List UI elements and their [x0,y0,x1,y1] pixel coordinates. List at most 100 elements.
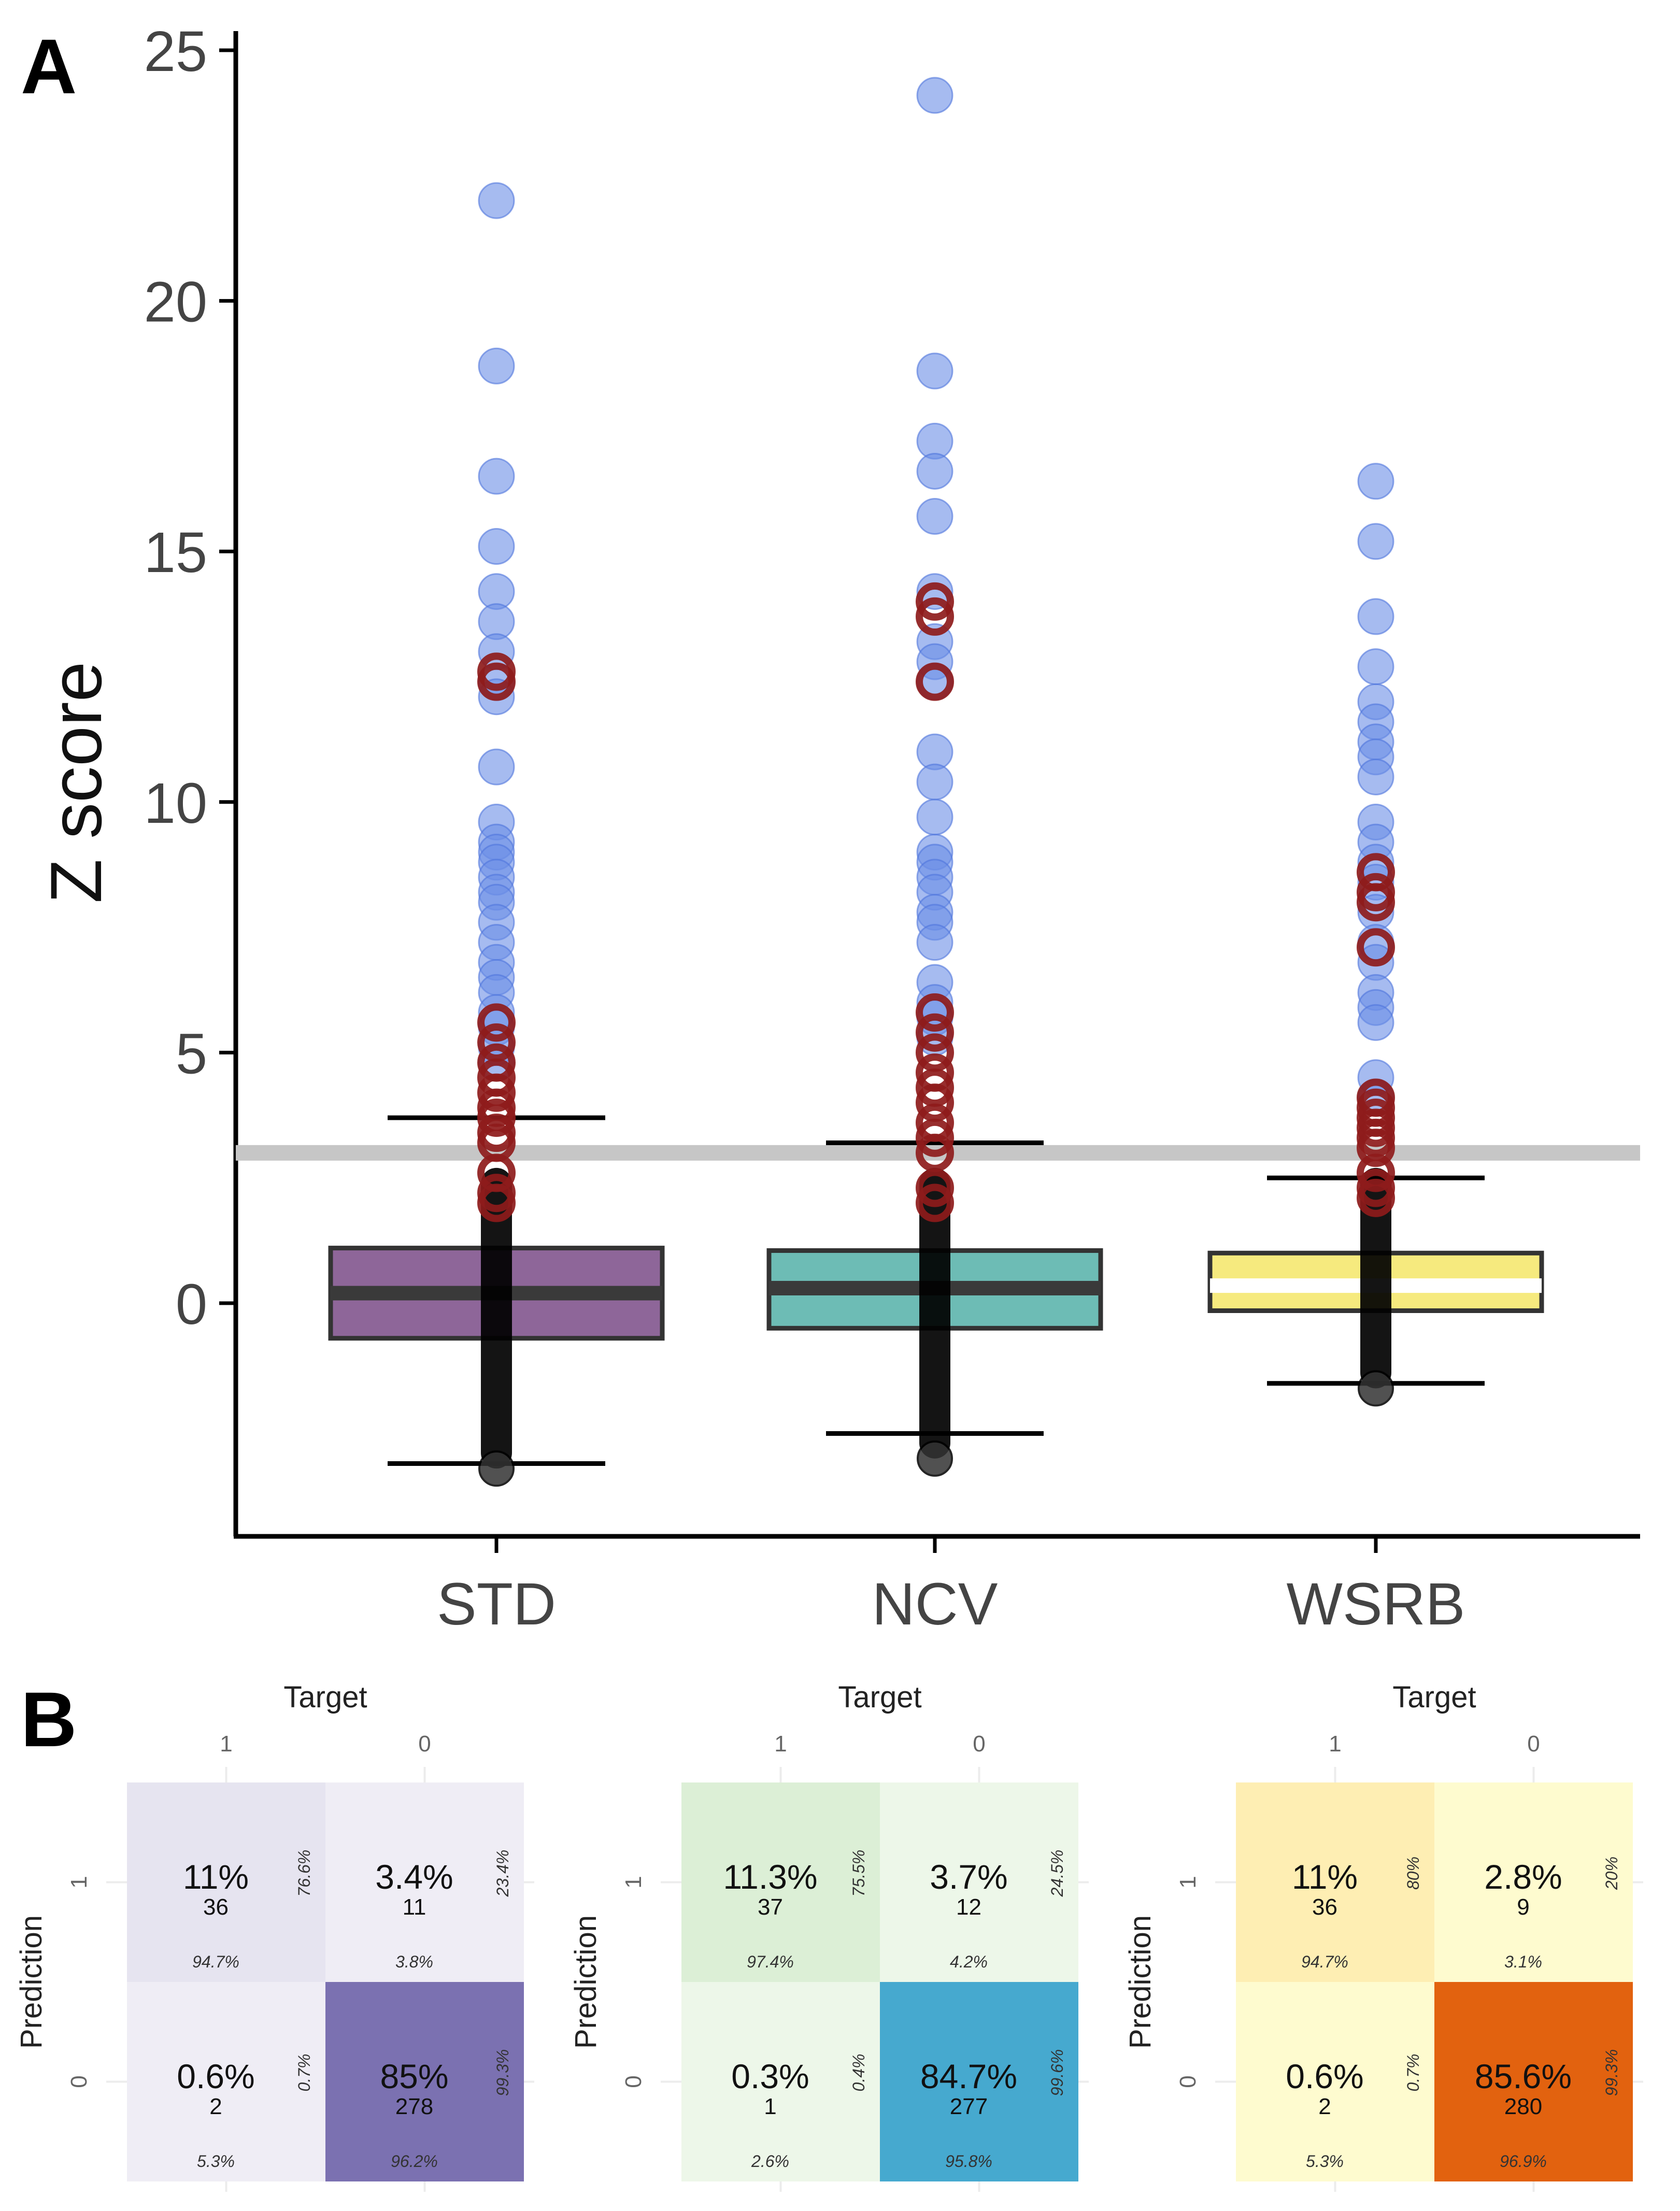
cell-count: 278 [395,2094,433,2119]
cell-count: 37 [758,1894,783,1920]
cell-percentage: 2.8% [1484,1858,1562,1896]
outlier-point-red [916,1033,954,1072]
cell-row-percentage: 99.3% [1602,2049,1621,2096]
cell-row-percentage: 0.7% [295,2054,314,2092]
cell-count: 277 [950,2094,988,2119]
outlier-point-red [916,662,954,701]
target-level-label: 1 [220,1731,232,1757]
outlier-point-blue [916,798,953,836]
sample-point-min [917,1440,953,1477]
cell-column-percentage: 97.4% [747,1952,794,1971]
outlier-point-red [1357,1178,1395,1217]
matrix-cell [127,1782,325,1982]
outlier-point-blue [916,924,953,961]
y-axis-title: Z score [35,662,117,904]
matrix-cell [681,1982,880,2181]
cell-percentage: 3.7% [930,1858,1007,1896]
cell-column-percentage: 4.2% [950,1952,988,1971]
outlier-point-blue [1357,463,1394,500]
target-axis-title: Target [838,1680,921,1714]
y-tick-label: 5 [176,1022,207,1086]
outlier-point-red [916,1013,954,1052]
cell-percentage: 85% [380,2057,448,2095]
prediction-level-label: 1 [1175,1876,1201,1888]
outlier-point-red [916,1133,954,1172]
outlier-point-red [1357,883,1395,922]
panel-a-label: A [21,23,77,110]
outlier-point-blue [478,347,515,384]
outlier-point-red [916,1168,954,1207]
outlier-point-blue [1357,648,1394,686]
outlier-point-red [1357,1129,1395,1167]
sample-point-min [478,1450,515,1487]
outlier-point-blue [916,352,953,390]
cell-percentage: 0.3% [731,2057,809,2095]
target-axis-title: Target [283,1680,367,1714]
cell-percentage: 3.4% [375,1858,453,1896]
y-tick-label: 25 [144,20,207,83]
cell-column-percentage: 5.3% [197,2152,235,2171]
outlier-point-red [916,993,954,1032]
confusion-matrix-wsrb: Target Prediction 1 0 1 0 11%36 94.7% 80% 2.8%9 3.… [1123,1680,1643,2192]
outlier-point-blue [916,497,953,535]
target-axis-title: Target [1392,1680,1476,1714]
cell-percentage: 85.6% [1475,2057,1572,2095]
matrix-cell [1236,1982,1434,2181]
cell-count: 1 [764,2094,776,2119]
cell-percentage: 84.7% [920,2057,1017,2095]
outlier-point-red [477,1003,516,1042]
cell-row-percentage: 75.5% [849,1850,868,1897]
cell-column-percentage: 94.7% [192,1952,239,1971]
outlier-point-red [477,662,516,701]
sample-points-dense [1360,1167,1391,1389]
panel-b-label: B [21,1676,77,1763]
cell-column-percentage: 94.7% [1301,1952,1348,1971]
y-tick-label: 10 [144,772,207,835]
y-tick-label: 15 [144,521,207,584]
outlier-point-red [477,1099,516,1137]
prediction-axis-title: Prediction [15,1915,48,2049]
target-level-label: 1 [1329,1731,1341,1757]
matrix-cell [325,1782,524,1982]
prediction-level-label: 0 [621,2075,646,2088]
matrix-cell [1434,1782,1633,1982]
outlier-point-blue [1357,1004,1394,1041]
outlier-point-red [477,1183,516,1222]
prediction-level-label: 1 [66,1876,92,1888]
cell-row-percentage: 76.6% [295,1850,314,1897]
cell-column-percentage: 5.3% [1306,2152,1344,2171]
box-group-wsrb: WSRB [1207,463,1544,1637]
y-tick-label: 20 [144,270,207,334]
cell-count: 2 [1318,2094,1331,2119]
box-group-ncv: NCV [766,77,1103,1637]
outlier-point-blue [916,452,953,490]
outlier-point-red [1357,1153,1395,1192]
outlier-point-blue [478,458,515,495]
outlier-point-blue [478,748,515,786]
matrix-cell [1236,1782,1434,1982]
cell-count: 36 [1312,1894,1337,1920]
cell-row-percentage: 99.3% [493,2049,512,2096]
cell-count: 12 [956,1894,981,1920]
sample-points-dense [481,1167,512,1469]
prediction-level-label: 0 [1175,2075,1201,2088]
cell-count: 2 [209,2094,222,2119]
cell-row-percentage: 0.4% [849,2054,868,2092]
cell-column-percentage: 96.2% [391,2152,438,2171]
cell-percentage: 11% [183,1858,249,1896]
outlier-point-blue [916,77,953,114]
cell-percentage: 11.3% [723,1858,817,1896]
outlier-point-red [916,1083,954,1122]
matrix-cell [681,1782,880,1982]
prediction-axis-title: Prediction [1123,1915,1157,2049]
cell-percentage: 11% [1292,1858,1358,1896]
outlier-point-blue [1357,758,1394,795]
cell-column-percentage: 3.8% [395,1952,433,1971]
matrix-cell [880,1782,1078,1982]
box-group-std: STD [328,182,665,1637]
outlier-point-red [916,1183,954,1222]
outlier-point-red [1357,928,1395,967]
cell-column-percentage: 95.8% [945,2152,992,2171]
cell-row-percentage: 24.5% [1048,1850,1066,1898]
